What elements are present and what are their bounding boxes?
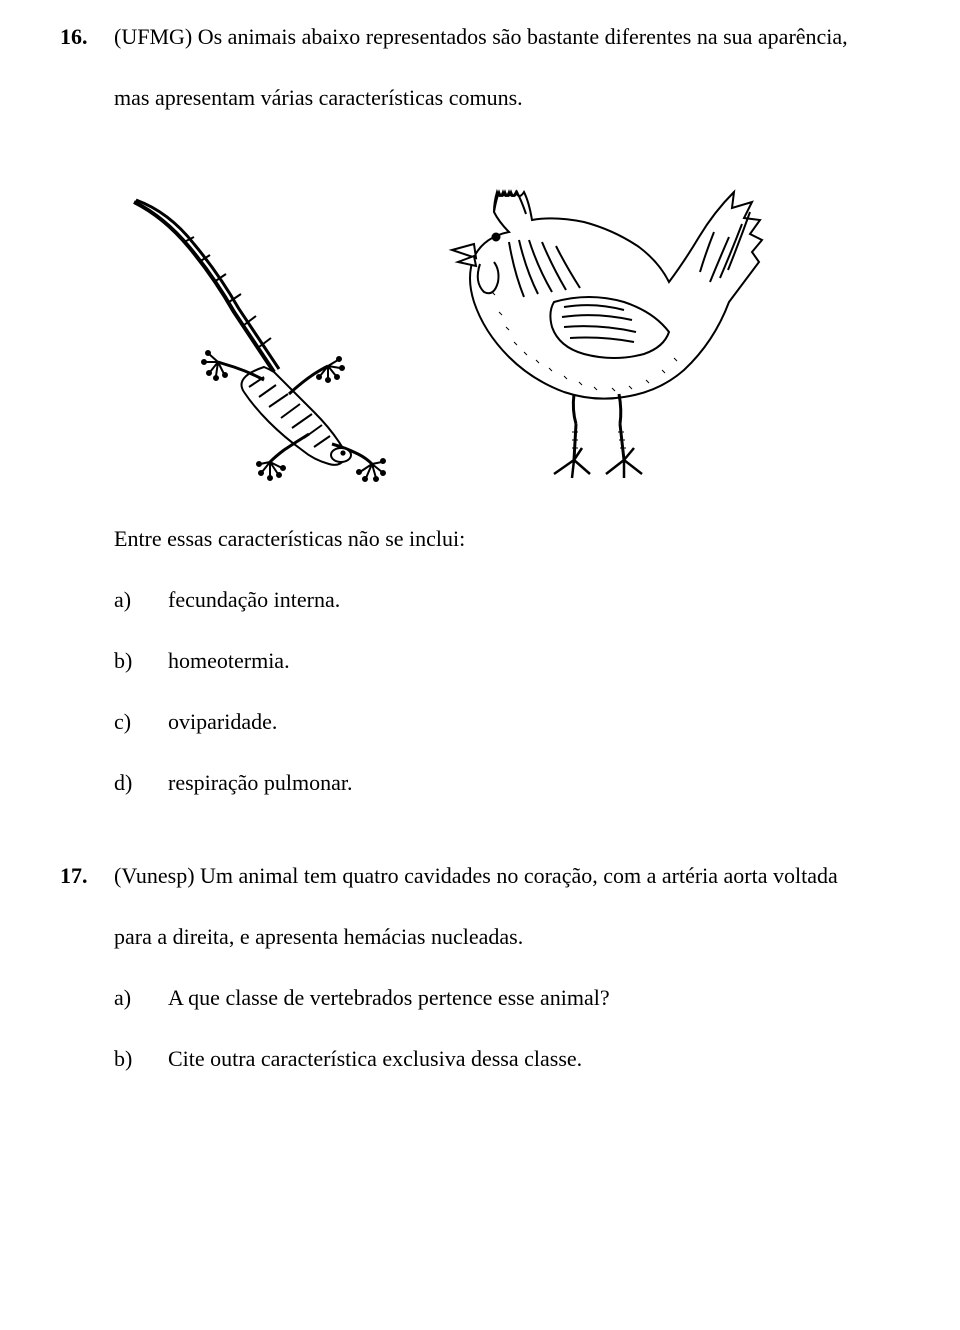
question-16-text-line2: mas apresentam várias características co… [114, 81, 900, 114]
option-text: fecundação interna. [168, 583, 900, 616]
question-16-option-a: a) fecundação interna. [114, 583, 900, 616]
option-text: Cite outra característica exclusiva dess… [168, 1042, 900, 1075]
option-label: b) [114, 644, 168, 677]
question-16-number: 16. [60, 20, 114, 53]
option-label: b) [114, 1042, 168, 1075]
question-16-header: 16. (UFMG) Os animais abaixo representad… [60, 20, 900, 53]
option-label: d) [114, 766, 168, 799]
question-17-number: 17. [60, 859, 114, 892]
question-16-figure [114, 142, 900, 482]
question-16-option-d: d) respiração pulmonar. [114, 766, 900, 799]
question-17-text-line1: (Vunesp) Um animal tem quatro cavidades … [114, 859, 900, 892]
question-16-option-b: b) homeotermia. [114, 644, 900, 677]
option-text: A que classe de vertebrados pertence ess… [168, 981, 900, 1014]
question-17: 17. (Vunesp) Um animal tem quatro cavida… [60, 859, 900, 1075]
question-16-option-c: c) oviparidade. [114, 705, 900, 738]
option-text: homeotermia. [168, 644, 900, 677]
option-label: c) [114, 705, 168, 738]
page: 16. (UFMG) Os animais abaixo representad… [0, 0, 960, 1330]
option-label: a) [114, 981, 168, 1014]
chicken-illustration [414, 142, 774, 482]
question-17-option-a: a) A que classe de vertebrados pertence … [114, 981, 900, 1014]
question-17-header: 17. (Vunesp) Um animal tem quatro cavida… [60, 859, 900, 892]
question-17-option-b: b) Cite outra característica exclusiva d… [114, 1042, 900, 1075]
option-text: oviparidade. [168, 705, 900, 738]
question-16-inclusion-line: Entre essas características não se inclu… [114, 522, 900, 555]
question-16-text-line1: (UFMG) Os animais abaixo representados s… [114, 20, 900, 53]
question-16: 16. (UFMG) Os animais abaixo representad… [60, 20, 900, 799]
option-text: respiração pulmonar. [168, 766, 900, 799]
question-17-text-line2: para a direita, e apresenta hemácias nuc… [114, 920, 900, 953]
lizard-illustration [114, 182, 394, 482]
option-label: a) [114, 583, 168, 616]
